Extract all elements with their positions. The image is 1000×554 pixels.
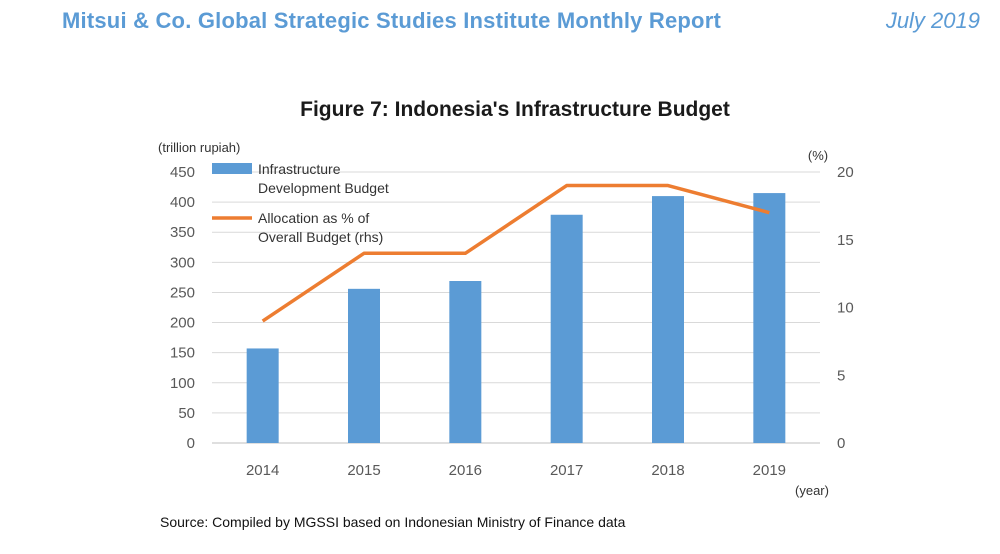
right-tick-label: 0 (837, 435, 845, 452)
bar-2017 (550, 214, 583, 443)
legend: Infrastructure Development Budget Allocati… (212, 161, 389, 245)
x-tick-label: 2018 (651, 462, 684, 479)
legend-label-line-line2: Overall Budget (rhs) (258, 229, 383, 245)
right-tick-label: 10 (837, 300, 854, 317)
bar-2018 (652, 196, 684, 443)
right-axis-unit: (%) (808, 148, 828, 163)
legend-swatch-bar (212, 163, 252, 174)
bar-2019 (753, 193, 786, 443)
legend-label-line-line1: Allocation as % of (258, 210, 369, 226)
x-axis-label: (year) (795, 483, 829, 498)
x-tick-label: 2016 (449, 462, 482, 479)
source-note: Source: Compiled by MGSSI based on Indon… (160, 514, 626, 530)
left-axis-unit: (trillion rupiah) (158, 140, 240, 155)
allocation-line (261, 183, 770, 323)
left-tick-label: 50 (178, 405, 195, 422)
x-tick-label: 2015 (347, 462, 380, 479)
x-tick-label: 2014 (246, 462, 279, 479)
bar-2014 (246, 348, 279, 443)
right-tick-label: 20 (837, 164, 854, 181)
report-header: Mitsui & Co. Global Strategic Studies In… (0, 4, 1000, 40)
right-tick-label: 5 (837, 367, 845, 384)
left-tick-label: 250 (170, 284, 195, 301)
left-tick-label: 150 (170, 345, 195, 362)
figure-title: Figure 7: Indonesia's Infrastructure Bud… (300, 98, 730, 121)
left-tick-label: 0 (187, 435, 195, 452)
left-tick-label: 200 (170, 315, 195, 332)
x-tick-label: 2019 (753, 462, 786, 479)
left-tick-label: 350 (170, 224, 195, 241)
legend-label-bar-line2: Development Budget (258, 180, 389, 196)
x-tick-label: 2017 (550, 462, 583, 479)
left-tick-label: 300 (170, 254, 195, 271)
left-tick-label: 100 (170, 375, 195, 392)
left-tick-label: 400 (170, 194, 195, 211)
report-date: July 2019 (885, 8, 980, 33)
bar-2015 (348, 288, 380, 443)
legend-label-bar-line1: Infrastructure (258, 161, 341, 177)
report-title: Mitsui & Co. Global Strategic Studies In… (62, 8, 721, 33)
left-tick-label: 450 (170, 164, 195, 181)
right-tick-label: 15 (837, 232, 854, 249)
bar-2016 (449, 281, 482, 443)
